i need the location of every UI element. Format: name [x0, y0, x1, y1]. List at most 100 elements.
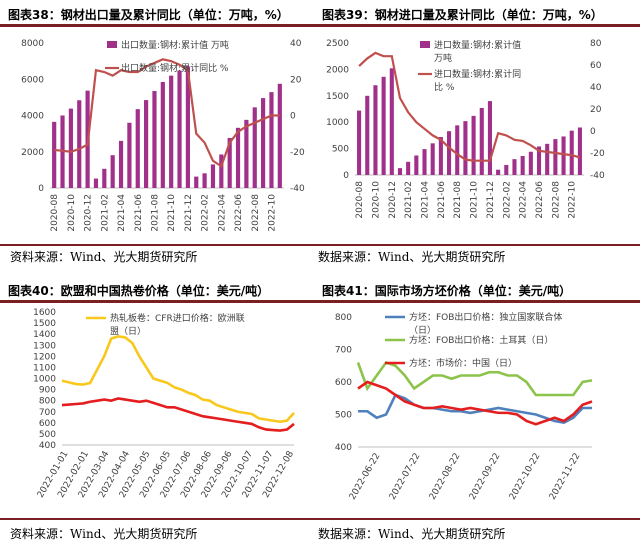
bar — [194, 176, 199, 188]
divider-1 — [0, 244, 640, 246]
legend-label: 方坯：FOB出口价格：土耳其（日） — [409, 334, 553, 346]
y-left-tick-label: 1500 — [326, 92, 349, 102]
y-left-tick-label: 1000 — [326, 118, 349, 128]
x-tick-label: 2020-12 — [84, 194, 94, 232]
y-tick-label: 1400 — [33, 330, 56, 340]
x-tick-label: 2021-10 — [167, 194, 177, 232]
bar — [528, 151, 533, 175]
bar — [496, 169, 501, 175]
x-tick-label: 2021-04 — [421, 181, 431, 219]
legend-label-bar: 万吨 — [434, 52, 452, 64]
bar — [160, 81, 165, 188]
source-4: 数据来源：Wind、光大期货研究所 — [318, 527, 506, 541]
y-left-tick-label: 6000 — [21, 75, 44, 85]
bar — [512, 159, 517, 175]
legend-label-bar: 进口数量:钢材:累计值 — [434, 39, 521, 51]
y-tick-label: 1000 — [33, 375, 56, 385]
series-line-2 — [61, 397, 295, 432]
bar — [244, 119, 249, 188]
bar — [438, 136, 443, 175]
bar — [169, 75, 174, 188]
x-tick-label: 2022-08 — [251, 194, 261, 232]
y-tick-label: 500 — [39, 430, 56, 440]
legend-label-line: 出口数量:钢材:累计同比 % — [121, 62, 229, 74]
bar — [561, 136, 566, 175]
legend-label: 方坯：FOB出口价格：独立国家联合体 — [409, 311, 562, 323]
x-tick-label: 2022-10-22 — [508, 452, 543, 502]
bar — [389, 68, 394, 175]
x-tick-label: 2022-09-22 — [468, 452, 503, 502]
bar — [277, 83, 282, 188]
x-tick-label: 2020-08 — [355, 181, 365, 219]
y-tick-label: 1100 — [33, 363, 56, 373]
bar — [471, 115, 476, 175]
bar — [406, 161, 411, 175]
bar — [102, 168, 107, 188]
legend-label-bar: 出口数量:钢材:累计值 万吨 — [121, 39, 229, 51]
x-tick-label: 2020-10 — [67, 194, 77, 232]
bar — [447, 131, 452, 175]
y-left-tick-label: 500 — [332, 145, 349, 155]
x-tick-label: 2020-10 — [371, 181, 381, 219]
y-left-tick-label: 2000 — [21, 148, 44, 158]
y-right-tick-label: 20 — [290, 75, 302, 85]
bar — [381, 76, 386, 175]
x-tick-label: 2021-12 — [486, 181, 496, 219]
y-left-tick-label: 2000 — [326, 65, 349, 75]
bar — [110, 155, 115, 188]
bar — [202, 173, 207, 188]
x-tick-label: 2022-06 — [234, 194, 244, 232]
series-line-2 — [356, 360, 593, 397]
bar — [414, 155, 419, 175]
y-right-tick-label: 40 — [590, 83, 602, 93]
bar — [52, 121, 57, 188]
x-tick-label: 2022-10 — [267, 194, 277, 232]
x-tick-label: 2022-02 — [201, 194, 211, 232]
x-tick-label: 2022-04 — [519, 181, 529, 219]
bar — [577, 127, 582, 175]
bar — [397, 168, 403, 175]
y-left-tick-label: 2500 — [326, 39, 349, 49]
bar — [227, 137, 232, 188]
y-tick-label: 400 — [39, 441, 56, 451]
y-tick-label: 700 — [39, 408, 56, 418]
y-right-tick-label: 60 — [590, 61, 602, 71]
legend-label-line: 比 % — [434, 81, 455, 93]
bar — [553, 139, 558, 175]
bar — [365, 95, 370, 175]
x-tick-label: 2021-06 — [134, 194, 144, 232]
legend-swatch-bar — [107, 41, 117, 48]
bar — [455, 125, 460, 175]
x-tick-label: 2022-06-22 — [348, 452, 383, 502]
bar — [127, 122, 132, 188]
bar — [93, 178, 99, 188]
x-tick-label: 2022-08 — [551, 181, 561, 219]
x-tick-label: 2021-08 — [150, 194, 160, 232]
bar — [422, 149, 427, 175]
legend-swatch-bar — [420, 41, 430, 48]
bar — [252, 107, 257, 188]
yoy-line — [54, 58, 280, 168]
chart-40-title: 图表40：欧盟和中国热卷价格（单位：美元/吨） — [8, 284, 270, 298]
x-tick-label: 2021-12 — [184, 194, 194, 232]
y-right-tick-label: -20 — [290, 148, 305, 158]
x-tick-label: 2021-04 — [117, 194, 127, 232]
bar — [520, 155, 525, 175]
bar — [135, 109, 140, 188]
source-1: 资料来源：Wind、光大期货研究所 — [10, 250, 198, 264]
bar — [430, 143, 435, 175]
bar — [177, 70, 182, 188]
bar — [487, 101, 492, 175]
x-tick-label: 2021-02 — [404, 181, 414, 219]
bar — [68, 108, 73, 188]
bar — [210, 164, 216, 188]
y-tick-label: 800 — [39, 397, 56, 407]
bar — [545, 143, 550, 175]
top-divider — [0, 24, 640, 27]
source-3: 资料来源：Wind、光大期货研究所 — [10, 527, 198, 541]
x-tick-label: 2021-02 — [100, 194, 110, 232]
bar — [536, 146, 542, 175]
chart-38-title: 图表38：钢材出口量及累计同比（单位：万吨，%） — [8, 8, 289, 22]
x-tick-label: 2020-12 — [388, 181, 398, 219]
y-right-tick-label: 0 — [290, 112, 296, 122]
